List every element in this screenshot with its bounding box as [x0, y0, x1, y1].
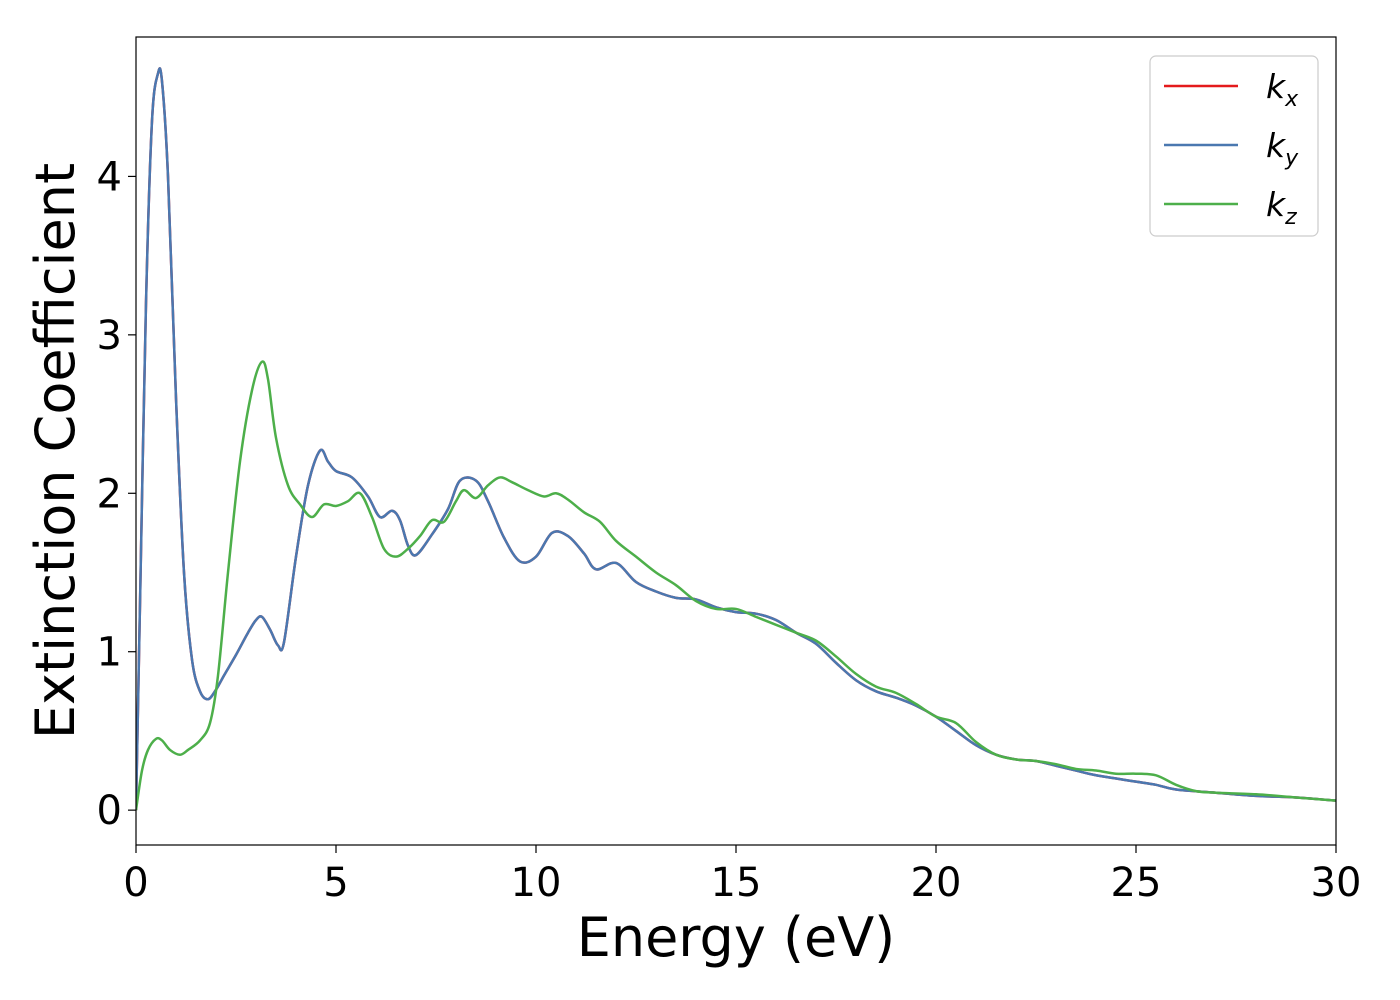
legend-label: kz: [1266, 185, 1297, 230]
legend-item-k-z: kz: [1164, 185, 1297, 230]
x-tick-label: 10: [511, 860, 562, 906]
x-tick-label: 5: [323, 860, 348, 906]
series-line-k-z: [136, 360, 1336, 811]
y-tick-label: 3: [97, 313, 122, 359]
legend-label: kx: [1266, 67, 1299, 112]
legend-item-k-y: ky: [1164, 126, 1299, 171]
y-axis-ticks: 0 1 2 3 4: [97, 154, 136, 834]
x-axis-label: Energy (eV): [577, 906, 896, 969]
y-tick-label: 1: [97, 630, 122, 676]
x-axis-ticks: 0 5 10 15 20 25 30: [123, 845, 1361, 906]
x-tick-label: 15: [711, 860, 762, 906]
x-tick-label: 0: [123, 860, 148, 906]
y-tick-label: 0: [97, 788, 122, 834]
x-tick-label: 30: [1311, 860, 1362, 906]
series-line-k-y: [136, 67, 1336, 811]
legend-item-k-x: kx: [1164, 67, 1299, 112]
legend-label: ky: [1266, 126, 1299, 171]
x-tick-label: 20: [911, 860, 962, 906]
y-tick-label: 4: [97, 154, 122, 200]
y-axis-label: Extinction Coefficient: [24, 163, 87, 739]
y-tick-label: 2: [97, 471, 122, 517]
series-layer: [136, 67, 1336, 811]
legend: kx ky kz: [1149, 55, 1319, 237]
x-tick-label: 25: [1111, 860, 1162, 906]
